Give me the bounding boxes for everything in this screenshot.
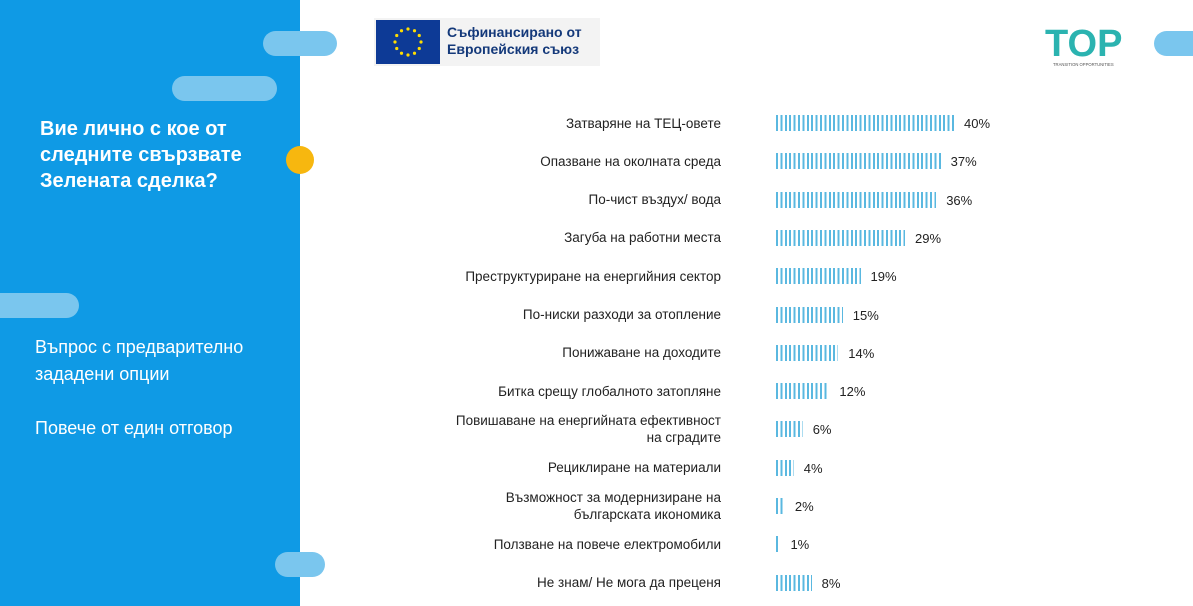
bar [776, 268, 861, 285]
value-label: 12% [839, 384, 866, 400]
category-label: Не знам/ Не мога да преценя [421, 574, 721, 591]
bar [776, 344, 839, 361]
category-label-line: Ползване на повече електромобили [493, 536, 721, 552]
value-label: 8% [821, 575, 841, 591]
category-label-line: По-чист въздух/ вода [588, 192, 721, 208]
answer-type-note: Повече от един отговор [35, 418, 233, 438]
bar [776, 306, 843, 323]
eu-star [399, 51, 404, 55]
category-label: Опазване на околната среда [421, 153, 721, 170]
category-label-line: Битка срещу глобалното затопляне [498, 383, 721, 399]
bar [776, 536, 781, 553]
eu-star [417, 46, 421, 51]
category-label: По-ниски разходи за отопление [421, 306, 721, 323]
eu-star [406, 27, 410, 31]
category-label-line: Опазване на околната среда [540, 153, 721, 169]
bar [776, 191, 937, 208]
category-label: Възможност за модернизиране на българскат… [421, 489, 721, 523]
category-label-line: Възможност за модернизиране на [505, 490, 721, 505]
eu-star [393, 40, 397, 44]
category-label-line: Рециклиране на материали [547, 460, 721, 476]
decor-pill-3 [0, 293, 79, 318]
bar [776, 229, 906, 246]
eu-star [419, 40, 423, 44]
bar [776, 574, 812, 591]
category-label: Рециклиране на материали [421, 459, 721, 476]
eu-line-2: Европейския съюз [447, 41, 580, 57]
category-label-line: Загуба на работни места [564, 230, 721, 246]
bar [776, 383, 830, 400]
category-label: Битка срещу глобалното затопляне [421, 383, 721, 400]
value-label: 36% [946, 192, 973, 208]
category-label: Преструктуриране на енергийния сектор [421, 268, 721, 285]
decor-pill-2 [172, 76, 277, 101]
eu-star [406, 53, 410, 57]
decor-pill-1 [263, 31, 337, 56]
question-title: Вие лично с кое от следните свързвате Зе… [40, 118, 242, 192]
accent-dot [286, 146, 314, 174]
category-label-line: По-ниски разходи за отопление [522, 307, 721, 322]
category-label-line: българската икономика [573, 507, 721, 522]
value-label: 29% [915, 230, 942, 246]
eu-cofunding-text: Съфинансирано от Европейския съюз [447, 24, 582, 58]
category-label: Загуба на работни места [421, 229, 721, 246]
bar [776, 498, 785, 514]
bar [776, 115, 954, 131]
eu-cofunding-badge: Съфинансирано от Европейския съюз [374, 18, 600, 66]
category-label: По-чист въздух/ вода [421, 191, 721, 208]
eu-star [417, 33, 421, 38]
category-label-line: на сградите [646, 430, 721, 446]
question-type-note: Въпрос с предварително зададени опции [35, 337, 244, 384]
value-label: 40% [964, 116, 991, 131]
top-logo-icon: TOP TRANSITION OPPORTUNITIES [1045, 23, 1122, 67]
logo-subtitle: TRANSITION OPPORTUNITIES [1053, 62, 1114, 67]
eu-star [412, 29, 417, 33]
category-label: Повишаване на енергийната ефективност на … [421, 412, 721, 446]
category-label-line: Затваряне на ТЕЦ-овете [565, 115, 721, 131]
category-label-line: Не знам/ Не мога да преценя [537, 575, 721, 591]
value-label: 2% [794, 499, 814, 514]
value-label: 37% [950, 154, 977, 170]
value-label: 19% [870, 269, 897, 285]
decor-pill-5 [1154, 31, 1193, 56]
bar [776, 459, 794, 476]
bar [776, 421, 803, 438]
eu-star [395, 46, 399, 51]
logo-text: TOP [1045, 23, 1122, 65]
eu-flag-icon [376, 20, 440, 64]
category-label-line: Преструктуриране на енергийния сектор [465, 268, 721, 284]
decor-pill-4 [275, 552, 325, 577]
category-label: Ползване на повече електромобили [421, 536, 721, 553]
value-label: 1% [790, 537, 810, 553]
category-label: Понижаване на доходите [421, 344, 721, 361]
bar [776, 153, 941, 170]
value-label: 4% [803, 460, 823, 476]
value-label: 6% [812, 422, 832, 438]
eu-star [399, 29, 404, 33]
eu-star [395, 33, 399, 38]
category-label-line: Понижаване на доходите [562, 345, 721, 361]
category-label-line: Повишаване на енергийната ефективност [455, 413, 721, 429]
eu-star [412, 51, 417, 55]
category-label: Затваряне на ТЕЦ-овете [421, 115, 721, 132]
value-label: 15% [852, 307, 879, 323]
value-label: 14% [848, 345, 875, 361]
eu-line-1: Съфинансирано от [447, 24, 582, 40]
